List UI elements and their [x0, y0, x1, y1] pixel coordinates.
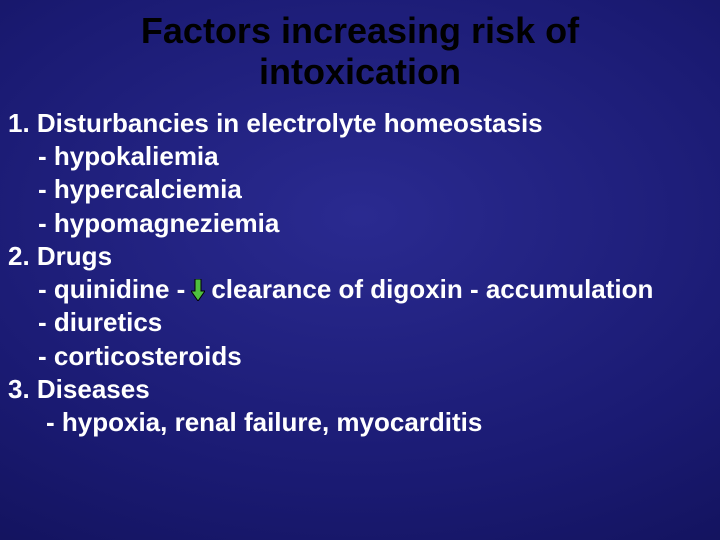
- section-2-quinidine-line: - quinidine - clearance of digoxin - acc…: [8, 273, 720, 306]
- section-3-item-0: - hypoxia, renal failure, myocarditis: [8, 406, 720, 439]
- down-arrow-icon: [191, 279, 205, 301]
- title-line-1: Factors increasing risk of: [0, 10, 720, 51]
- quinidine-suffix: clearance of digoxin - accumulation: [211, 273, 653, 306]
- slide-title: Factors increasing risk of intoxication: [0, 0, 720, 93]
- section-2-item-1: - corticosteroids: [8, 340, 720, 373]
- quinidine-prefix: - quinidine -: [38, 273, 185, 306]
- section-1-item-2: - hypomagneziemia: [8, 207, 720, 240]
- section-2-heading: 2. Drugs: [8, 240, 720, 273]
- slide-content: 1. Disturbancies in electrolyte homeosta…: [0, 93, 720, 440]
- section-3-heading: 3. Diseases: [8, 373, 720, 406]
- down-arrow-path: [191, 279, 205, 301]
- section-2-item-0: - diuretics: [8, 306, 720, 339]
- section-1-item-1: - hypercalciemia: [8, 173, 720, 206]
- section-1-heading: 1. Disturbancies in electrolyte homeosta…: [8, 107, 720, 140]
- section-1-item-0: - hypokaliemia: [8, 140, 720, 173]
- title-line-2: intoxication: [0, 51, 720, 92]
